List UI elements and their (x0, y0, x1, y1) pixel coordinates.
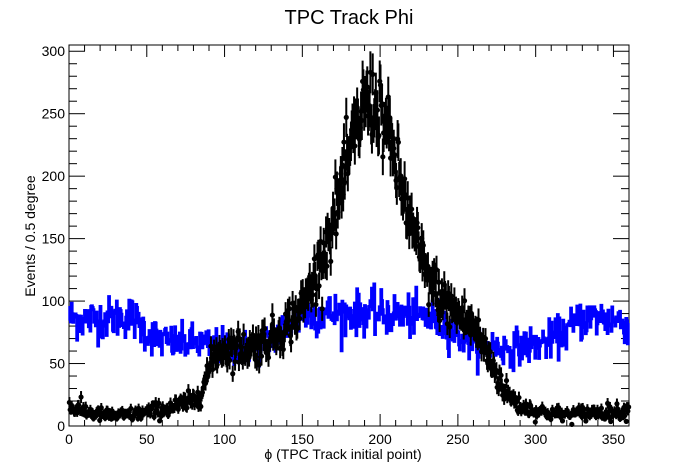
black-data-point (156, 400, 162, 406)
black-data-point (516, 394, 522, 401)
black-data-point (269, 312, 275, 318)
x-tick-label: 250 (446, 431, 470, 447)
x-tick-label: 100 (213, 431, 237, 447)
black-data-point (374, 107, 380, 113)
black-data-point (623, 418, 629, 424)
black-data-point (514, 398, 520, 404)
black-data-point (262, 325, 268, 332)
black-data-point (227, 357, 233, 363)
black-data-point (569, 421, 575, 427)
black-data-point (626, 404, 632, 410)
black-data-point (208, 343, 214, 349)
black-data-point (352, 143, 358, 149)
black-data-point (313, 301, 319, 308)
black-data-point (607, 404, 613, 410)
black-data-point (364, 84, 370, 90)
black-data-point (583, 418, 589, 424)
y-tick-label: 50 (49, 356, 65, 372)
black-data-point (559, 418, 566, 424)
black-data-point (461, 298, 468, 304)
black-data-point (286, 306, 293, 312)
blue-histogram-series (68, 282, 630, 376)
x-tick-label: 200 (368, 431, 392, 447)
black-data-point (98, 405, 104, 411)
black-data-point (297, 316, 303, 322)
x-tick-label: 50 (139, 431, 155, 447)
black-data-point (316, 283, 322, 289)
y-axis-label: Events / 0.5 degree (22, 175, 38, 297)
black-data-point (321, 240, 327, 246)
black-data-point (341, 139, 347, 145)
black-data-point (394, 184, 400, 191)
black-data-point (288, 339, 294, 345)
black-data-point (426, 302, 432, 308)
black-data-point (459, 305, 465, 311)
black-data-point (376, 132, 382, 139)
black-data-point (258, 353, 265, 359)
black-data-point (380, 154, 386, 160)
black-data-point (608, 418, 614, 425)
x-tick-label: 300 (524, 431, 548, 447)
plot-area (66, 51, 632, 427)
y-axis-ticks (69, 50, 629, 427)
x-tick-label: 0 (65, 431, 73, 447)
black-data-point (280, 346, 286, 352)
black-data-point (175, 406, 181, 412)
black-data-point (475, 317, 482, 323)
black-data-point (622, 413, 628, 419)
black-data-point (319, 306, 325, 312)
x-axis-ticks (68, 45, 630, 426)
black-data-point (436, 279, 442, 285)
black-data-point (487, 349, 493, 355)
black-data-point (83, 403, 89, 410)
y-tick-label: 150 (42, 231, 66, 247)
black-data-point (532, 419, 538, 425)
y-tick-label: 250 (42, 106, 66, 122)
black-data-point (379, 101, 385, 107)
y-tick-label: 100 (42, 293, 66, 309)
black-data-point (198, 403, 204, 410)
x-axis-label: ϕ (TPC Track initial point) (264, 446, 421, 462)
black-data-point (310, 292, 316, 298)
black-data-point (324, 263, 330, 269)
y-tick-label: 0 (57, 418, 65, 434)
x-axis-tick-labels: 0 50 100 150 200 250 300 350 (65, 431, 625, 447)
x-tick-label: 350 (602, 431, 626, 447)
black-data-point (437, 318, 443, 324)
black-data-point (483, 344, 489, 350)
black-data-point (447, 324, 453, 330)
plot-frame (68, 44, 630, 427)
black-data-point (343, 114, 349, 120)
black-data-point (395, 139, 401, 145)
x-tick-label: 150 (291, 431, 315, 447)
black-data-point (241, 331, 247, 337)
black-data-point (409, 206, 415, 212)
black-data-point (128, 405, 134, 412)
black-data-point (328, 258, 334, 264)
black-data-point (256, 362, 262, 368)
black-data-point (598, 405, 604, 411)
black-data-point (415, 225, 421, 231)
black-data-point (294, 325, 300, 331)
black-data-point (196, 396, 202, 402)
black-data-point (503, 377, 510, 384)
black-data-point (498, 372, 504, 378)
chart-title: TPC Track Phi (285, 7, 414, 29)
black-data-point (433, 267, 440, 273)
black-data-point (370, 71, 376, 77)
y-tick-label: 200 (42, 168, 66, 184)
black-data-point (138, 415, 144, 422)
black-data-point (448, 293, 454, 299)
black-data-point (359, 117, 365, 124)
black-data-point (232, 359, 238, 365)
black-data-point (405, 195, 411, 201)
y-axis-tick-labels: 0 50 100 150 200 250 300 (42, 43, 66, 434)
black-data-point (78, 394, 84, 400)
black-data-point (230, 371, 236, 377)
black-data-point (333, 231, 339, 237)
y-tick-label: 300 (42, 43, 66, 59)
